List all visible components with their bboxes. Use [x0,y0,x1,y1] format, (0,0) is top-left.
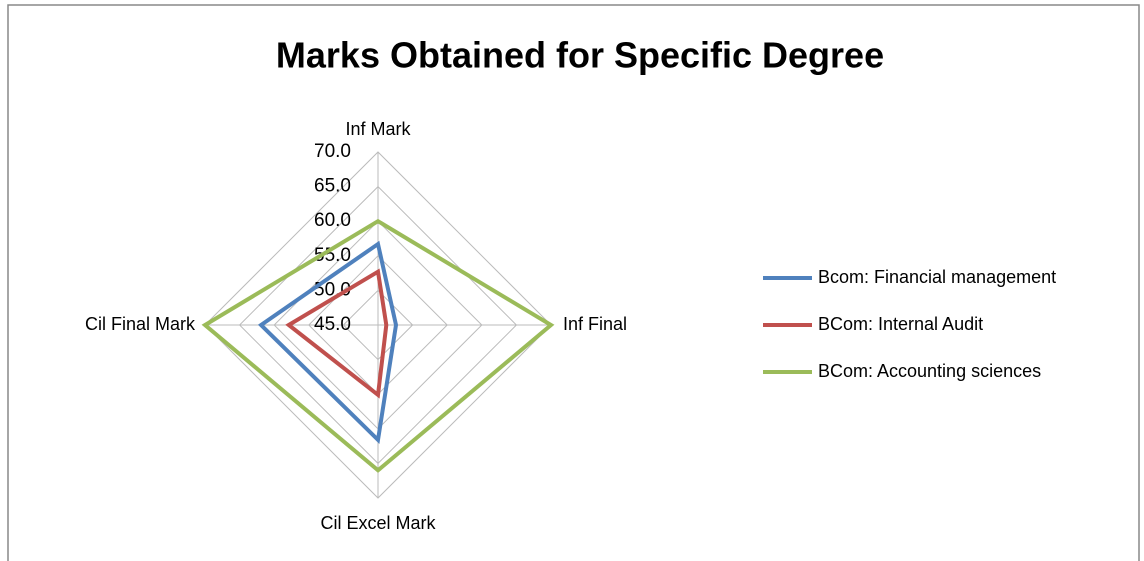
legend-label: BCom: Accounting sciences [818,361,1041,381]
y-tick-label: 65.0 [314,176,351,197]
category-label: Cil Final Mark [85,314,196,334]
category-label: Inf Mark [345,119,411,139]
y-tick-label: 60.0 [314,210,351,231]
y-tick-label: 55.0 [314,245,351,266]
legend-label: Bcom: Financial management [818,267,1056,287]
category-label: Inf Final [563,314,627,334]
chart-frame [7,4,1140,561]
category-label: Cil Excel Mark [320,513,436,533]
chart-title: Marks Obtained for Specific Degree [276,35,884,76]
y-tick-label: 45.0 [314,314,351,335]
series-line [285,268,389,399]
legend-label: BCom: Internal Audit [818,314,983,334]
series-line [257,240,399,445]
y-tick-label: 70.0 [314,141,351,162]
series-line [201,218,555,473]
